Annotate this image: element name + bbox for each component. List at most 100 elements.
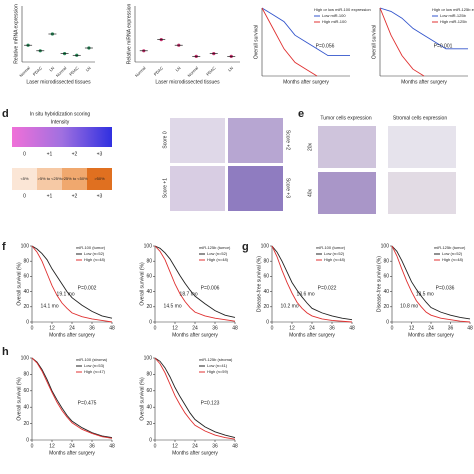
x-tick-label: 12 <box>409 325 415 331</box>
annotation: P=0.475 <box>78 400 97 406</box>
y-axis-label: Overall survival (%) <box>139 377 145 421</box>
y-tick-label: 100 <box>261 243 270 249</box>
legend-title: miR-125b (tumor) <box>434 245 466 250</box>
y-axis-label: Overall survival <box>371 25 377 59</box>
annotation: P=0.123 <box>201 400 220 406</box>
annotation: 14.1 mo <box>41 303 59 309</box>
y-tick-label: 20 <box>146 304 152 310</box>
x-axis-label: Months after surgery <box>172 450 218 456</box>
percent-score: +3 <box>97 193 103 199</box>
percent-score: 0 <box>23 193 26 199</box>
x-tick-label: 48 <box>467 325 473 331</box>
y-tick-label: 20 <box>263 304 269 310</box>
x-tick-label: 12 <box>289 325 295 331</box>
x-tick-label: LN <box>48 65 55 72</box>
x-axis-label: Months after surgery <box>49 332 95 338</box>
survival-curve <box>154 245 236 322</box>
percent-bin: >5% to <25% <box>37 176 61 181</box>
y-tick-label: 40 <box>23 289 29 295</box>
y-axis-label: Overall survival (%) <box>139 262 145 306</box>
percent-box <box>62 168 87 190</box>
y-tick-label: 0 <box>149 437 152 443</box>
x-tick-label: 0 <box>391 325 394 331</box>
legend-entry: High (n=48) <box>324 257 346 262</box>
legend-title: miR-100 (stroma) <box>76 357 108 362</box>
legend-title: High or low miR-100 expression <box>314 7 371 12</box>
y-tick-label: 0 <box>386 319 389 325</box>
panel-label: d <box>2 108 9 120</box>
x-tick-label: 12 <box>49 443 55 449</box>
survival-curve <box>31 245 113 323</box>
x-tick-label: 48 <box>232 443 238 449</box>
x-axis-label: Laser microdissected tissues <box>26 79 91 85</box>
x-tick-label: 24 <box>192 325 198 331</box>
y-tick-label: 100 <box>21 243 30 249</box>
legend-entry: High miR-100 <box>322 19 347 24</box>
survival-curve <box>379 7 425 77</box>
percent-bin: <5% <box>20 176 29 181</box>
x-axis-label: Months after surgery <box>172 332 218 338</box>
ish-image <box>318 172 376 214</box>
x-tick-label: 36 <box>89 325 95 331</box>
x-axis-label: Laser microdissected tissues <box>155 79 220 85</box>
y-tick-label: 60 <box>146 388 152 394</box>
x-tick-label: 36 <box>329 325 335 331</box>
x-tick-label: PDAC <box>153 65 164 76</box>
percent-bin: >25% to <50% <box>61 176 88 181</box>
y-axis-label: Disease-free survival (%) <box>256 256 262 312</box>
column-label: Stromal cells expression <box>393 115 447 121</box>
ish-image <box>228 166 283 211</box>
legend-title: High or low miR-125b expression <box>432 7 474 12</box>
x-tick-label: 0 <box>271 325 274 331</box>
annotation: 13.5 mo <box>416 291 434 297</box>
y-tick-label: 20 <box>23 421 29 427</box>
percent-box <box>12 168 37 190</box>
survival-curve <box>154 245 236 318</box>
y-tick-label: 60 <box>23 274 29 280</box>
x-tick-label: 48 <box>109 325 115 331</box>
score-label: Score 0 <box>162 131 168 148</box>
x-axis-label: Months after surgery <box>283 79 329 85</box>
x-tick-label: 0 <box>31 325 34 331</box>
x-tick-label: 24 <box>309 325 315 331</box>
y-axis-label: Disease-free survival (%) <box>376 256 382 312</box>
y-tick-label: 60 <box>263 274 269 280</box>
panel-label: e <box>298 108 304 120</box>
annotation: 19.1 mo <box>57 291 75 297</box>
ish-image <box>388 126 456 168</box>
x-tick-label: 24 <box>428 325 434 331</box>
percent-box <box>87 168 112 190</box>
annotation: 14.5 mo <box>164 303 182 309</box>
y-axis-label: Relative miRNA expression <box>126 3 132 64</box>
ish-image <box>170 166 225 211</box>
annotation: 10.8 mo <box>400 303 418 309</box>
intensity-label: Intensity <box>51 119 70 125</box>
annotation: P=0.006 <box>201 285 220 291</box>
x-tick-label: 24 <box>192 443 198 449</box>
x-axis-label: Months after surgery <box>289 332 335 338</box>
legend-entry: Low (n=41) <box>207 363 228 368</box>
x-tick-label: Normal <box>55 65 68 78</box>
legend-entry: High miR-125b <box>440 19 467 24</box>
y-tick-label: 40 <box>146 289 152 295</box>
percent-box <box>37 168 62 190</box>
y-tick-label: 0 <box>26 437 29 443</box>
x-axis-label: Months after surgery <box>401 79 447 85</box>
panel-label: h <box>2 346 9 358</box>
ish-image <box>170 118 225 163</box>
x-tick-label: 0 <box>154 325 157 331</box>
y-tick-label: 80 <box>23 259 29 265</box>
column-label: Tumor cells expression <box>320 115 371 121</box>
x-tick-label: PDAC <box>32 65 43 76</box>
y-tick-label: 20 <box>23 304 29 310</box>
intensity-score: +1 <box>47 151 53 157</box>
survival-curve <box>391 245 471 320</box>
survival-curve <box>379 7 468 50</box>
x-tick-label: LN <box>174 65 181 72</box>
x-axis-label: Months after surgery <box>49 450 95 456</box>
survival-curve <box>154 357 236 438</box>
x-tick-label: Normal <box>18 65 31 78</box>
legend-title: miR-100 (tumor) <box>76 245 106 250</box>
percent-bin: >50% <box>94 176 105 181</box>
intensity-bar <box>12 127 112 147</box>
